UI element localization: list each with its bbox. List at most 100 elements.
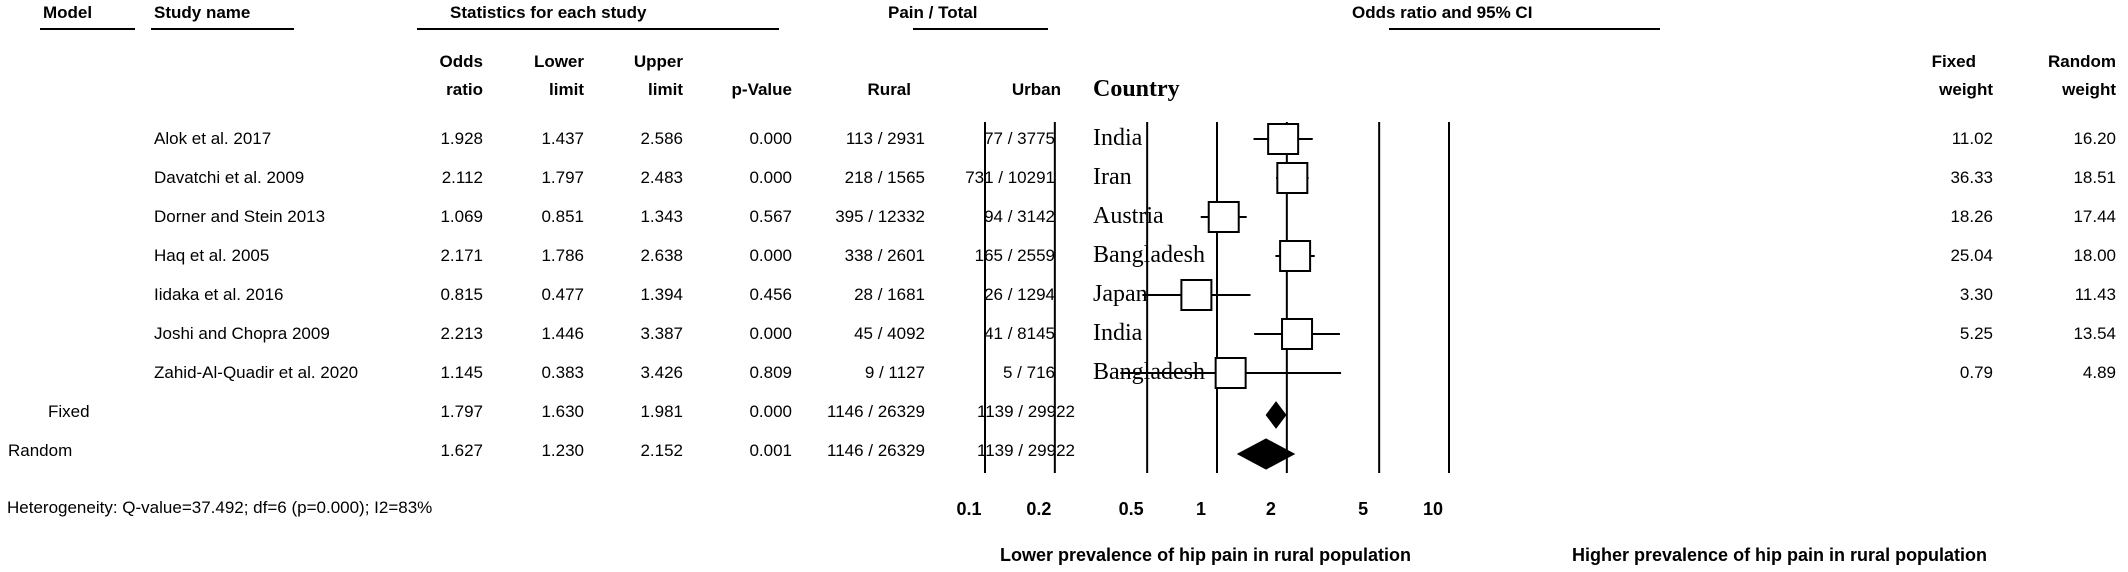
pooled-diamond (1265, 401, 1287, 429)
urban-value: 1139 / 29922 (977, 441, 1075, 460)
upper-limit-value: 2.586 (640, 129, 683, 148)
lower-limit-value: 0.477 (541, 285, 584, 304)
point-estimate-box (1180, 279, 1213, 311)
p-value: 0.000 (749, 324, 792, 343)
header-statistics: Statistics for each study (450, 3, 647, 22)
rural-value: 338 / 2601 (844, 246, 925, 265)
study-name: Iidaka et al. 2016 (154, 285, 284, 304)
study-name: Alok et al. 2017 (154, 129, 272, 148)
odds-ratio-value: 2.171 (440, 246, 483, 265)
odds-ratio-value: 2.112 (441, 168, 483, 187)
rural-value: 1146 / 26329 (827, 441, 925, 460)
urban-value: 41 / 8145 (984, 324, 1055, 343)
col-upper-limit-2: limit (648, 80, 683, 99)
urban-value: 165 / 2559 (974, 246, 1055, 265)
p-value: 0.000 (749, 402, 792, 421)
lower-limit-value: 0.383 (541, 363, 584, 382)
rural-value: 218 / 1565 (844, 168, 925, 187)
underline-model (40, 28, 135, 30)
upper-limit-value: 3.426 (640, 363, 683, 382)
point-estimate-box (1267, 123, 1300, 155)
p-value: 0.000 (749, 129, 792, 148)
col-random-weight-1: Random (2048, 52, 2116, 71)
odds-ratio-value: 1.145 (440, 363, 483, 382)
col-lower-limit-2: limit (549, 80, 584, 99)
p-value: 0.567 (749, 207, 792, 226)
heterogeneity-text: Heterogeneity: Q-value=37.492; df=6 (p=0… (7, 498, 433, 517)
odds-ratio-value: 1.928 (440, 129, 483, 148)
rural-value: 45 / 4092 (854, 324, 925, 343)
urban-value: 731 / 10291 (965, 168, 1055, 187)
fixed-weight-value: 18.26 (1950, 207, 1993, 226)
model-label: Random (8, 441, 73, 460)
p-value: 0.000 (749, 246, 792, 265)
upper-limit-value: 1.343 (640, 207, 683, 226)
col-country: Country (1093, 76, 1180, 102)
rural-value: 1146 / 26329 (827, 402, 925, 421)
rural-value: 9 / 1127 (864, 363, 925, 382)
x-tick-label: 1 (1196, 499, 1206, 519)
study-name: Davatchi et al. 2009 (154, 168, 305, 187)
odds-ratio-value: 1.627 (440, 441, 483, 460)
header-model: Model (43, 3, 93, 22)
study-name: Joshi and Chopra 2009 (154, 324, 330, 343)
rural-value: 28 / 1681 (854, 285, 925, 304)
col-upper-limit-1: Upper (633, 52, 683, 71)
x-tick-label: 10 (1423, 499, 1443, 519)
point-estimate-box (1207, 201, 1240, 233)
urban-value: 5 / 716 (1003, 363, 1055, 382)
p-value: 0.809 (749, 363, 792, 382)
fixed-weight-value: 5.25 (1959, 324, 1993, 343)
lower-limit-value: 1.630 (541, 402, 584, 421)
col-random-weight-2: weight (2062, 80, 2116, 99)
odds-ratio-value: 2.213 (440, 324, 483, 343)
pooled-diamond (1236, 438, 1296, 470)
point-estimate-box (1279, 240, 1312, 272)
rural-value: 113 / 2931 (845, 129, 925, 148)
footer-lower-prevalence: Lower prevalence of hip pain in rural po… (1000, 545, 1412, 565)
col-fixed-weight-1: Fixed (1931, 52, 1976, 71)
random-weight-value: 16.20 (2073, 129, 2116, 148)
country-value: Austria (1093, 203, 1164, 229)
odds-ratio-value: 0.815 (440, 285, 483, 304)
col-fixed-weight-2: weight (1939, 80, 1993, 99)
upper-limit-value: 1.981 (640, 402, 683, 421)
upper-limit-value: 2.638 (640, 246, 683, 265)
random-weight-value: 4.89 (2082, 363, 2116, 382)
odds-ratio-value: 1.069 (440, 207, 483, 226)
random-weight-value: 17.44 (2073, 207, 2116, 226)
upper-limit-value: 2.483 (640, 168, 683, 187)
lower-limit-value: 1.446 (541, 324, 584, 343)
x-tick-label: 2 (1266, 499, 1276, 519)
underline-study-name (151, 28, 294, 30)
model-label: Fixed (48, 402, 90, 421)
urban-value: 77 / 3775 (984, 129, 1055, 148)
underline-pain-total (913, 28, 1048, 30)
underline-odds-ratio-ci (1389, 28, 1660, 30)
col-lower-limit-1: Lower (533, 52, 584, 71)
header-study-name: Study name (154, 3, 251, 22)
fixed-weight-value: 11.02 (1951, 129, 1993, 148)
x-tick-label: 0.5 (1119, 499, 1144, 519)
study-name: Dorner and Stein 2013 (154, 207, 326, 226)
country-value: Iran (1093, 164, 1132, 190)
study-name: Zahid-Al-Quadir et al. 2020 (154, 363, 359, 382)
col-rural: Rural (867, 80, 911, 99)
x-tick-label: 5 (1358, 499, 1368, 519)
header-odds-ratio-ci: Odds ratio and 95% CI (1352, 3, 1533, 22)
study-name: Haq et al. 2005 (154, 246, 270, 265)
upper-limit-value: 2.152 (640, 441, 683, 460)
fixed-weight-value: 3.30 (1959, 285, 1993, 304)
point-estimate-box (1281, 318, 1314, 350)
point-estimate-box (1214, 357, 1247, 389)
x-tick-label: 0.1 (956, 499, 981, 519)
fixed-weight-value: 36.33 (1950, 168, 1993, 187)
x-tick-label: 0.2 (1026, 499, 1051, 519)
country-value: India (1093, 320, 1143, 346)
col-urban: Urban (1011, 80, 1061, 99)
upper-limit-value: 3.387 (640, 324, 683, 343)
random-weight-value: 13.54 (2073, 324, 2116, 343)
col-odds-ratio-2: ratio (446, 80, 483, 99)
footer-higher-prevalence: Higher prevalence of hip pain in rural p… (1572, 545, 1988, 565)
col-p-value: p-Value (731, 80, 792, 99)
